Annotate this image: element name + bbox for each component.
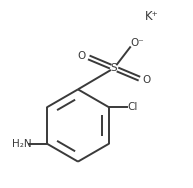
Text: H₂N: H₂N [12, 139, 31, 149]
Text: S: S [111, 63, 117, 73]
Text: O⁻: O⁻ [130, 38, 144, 48]
Text: Cl: Cl [128, 102, 138, 112]
Text: O: O [143, 75, 151, 85]
Text: K⁺: K⁺ [145, 10, 159, 23]
Text: O: O [77, 51, 85, 61]
